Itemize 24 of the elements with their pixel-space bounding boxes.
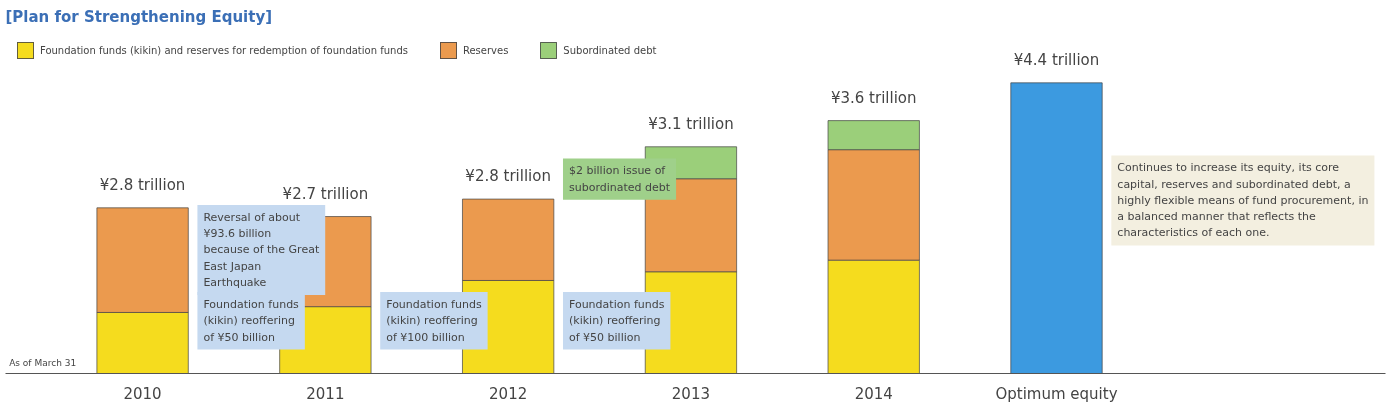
legend-label: Subordinated debt bbox=[563, 44, 657, 56]
bar bbox=[1010, 82, 1103, 374]
annotation: ¥3.6 trillion bbox=[830, 88, 917, 107]
annotation: Foundation funds (kikin) reoffering of ¥100 billion bbox=[386, 298, 482, 344]
annotation: ¥4.4 trillion bbox=[1013, 50, 1100, 69]
x-tick-label: 2010 bbox=[123, 384, 162, 403]
x-tick-label: 2012 bbox=[489, 384, 528, 403]
annotation: $2 billion issue of subordinated debt bbox=[568, 164, 671, 194]
annotation: Reversal of about ¥93.6 billion because of the Great East Japan Earthquake bbox=[203, 210, 320, 289]
legend-label: Reserves bbox=[462, 44, 509, 56]
x-tick-label: 2014 bbox=[854, 384, 893, 403]
chart-title: [Plan for Strengthening Equity] bbox=[5, 7, 273, 26]
x-tick-label: 2013 bbox=[671, 384, 711, 403]
legend-label: Foundation funds (kikin) and reserves for redemption of foundation funds bbox=[40, 44, 408, 56]
annotation: ¥2.8 trillion bbox=[99, 175, 186, 194]
annotation: ¥2.7 trillion bbox=[282, 184, 369, 203]
annotation: As of March 31 bbox=[9, 357, 77, 368]
annotation: Foundation funds (kikin) reoffering of ¥50 billion bbox=[568, 298, 665, 344]
annotation: ¥3.1 trillion bbox=[648, 114, 734, 133]
annotation: Continues to increase its equity, its core capital, reserves and subordinated debt, a highly flexible means of fund procurement, in a balanced manner that reflects the characteristics of each one. bbox=[1117, 161, 1369, 240]
x-tick-label: Optimum equity bbox=[995, 384, 1118, 403]
annotation: Foundation funds (kikin) reoffering of ¥50 billion bbox=[203, 298, 300, 344]
annotation: ¥2.8 trillion bbox=[465, 167, 551, 186]
x-tick-label: 2011 bbox=[306, 384, 345, 403]
